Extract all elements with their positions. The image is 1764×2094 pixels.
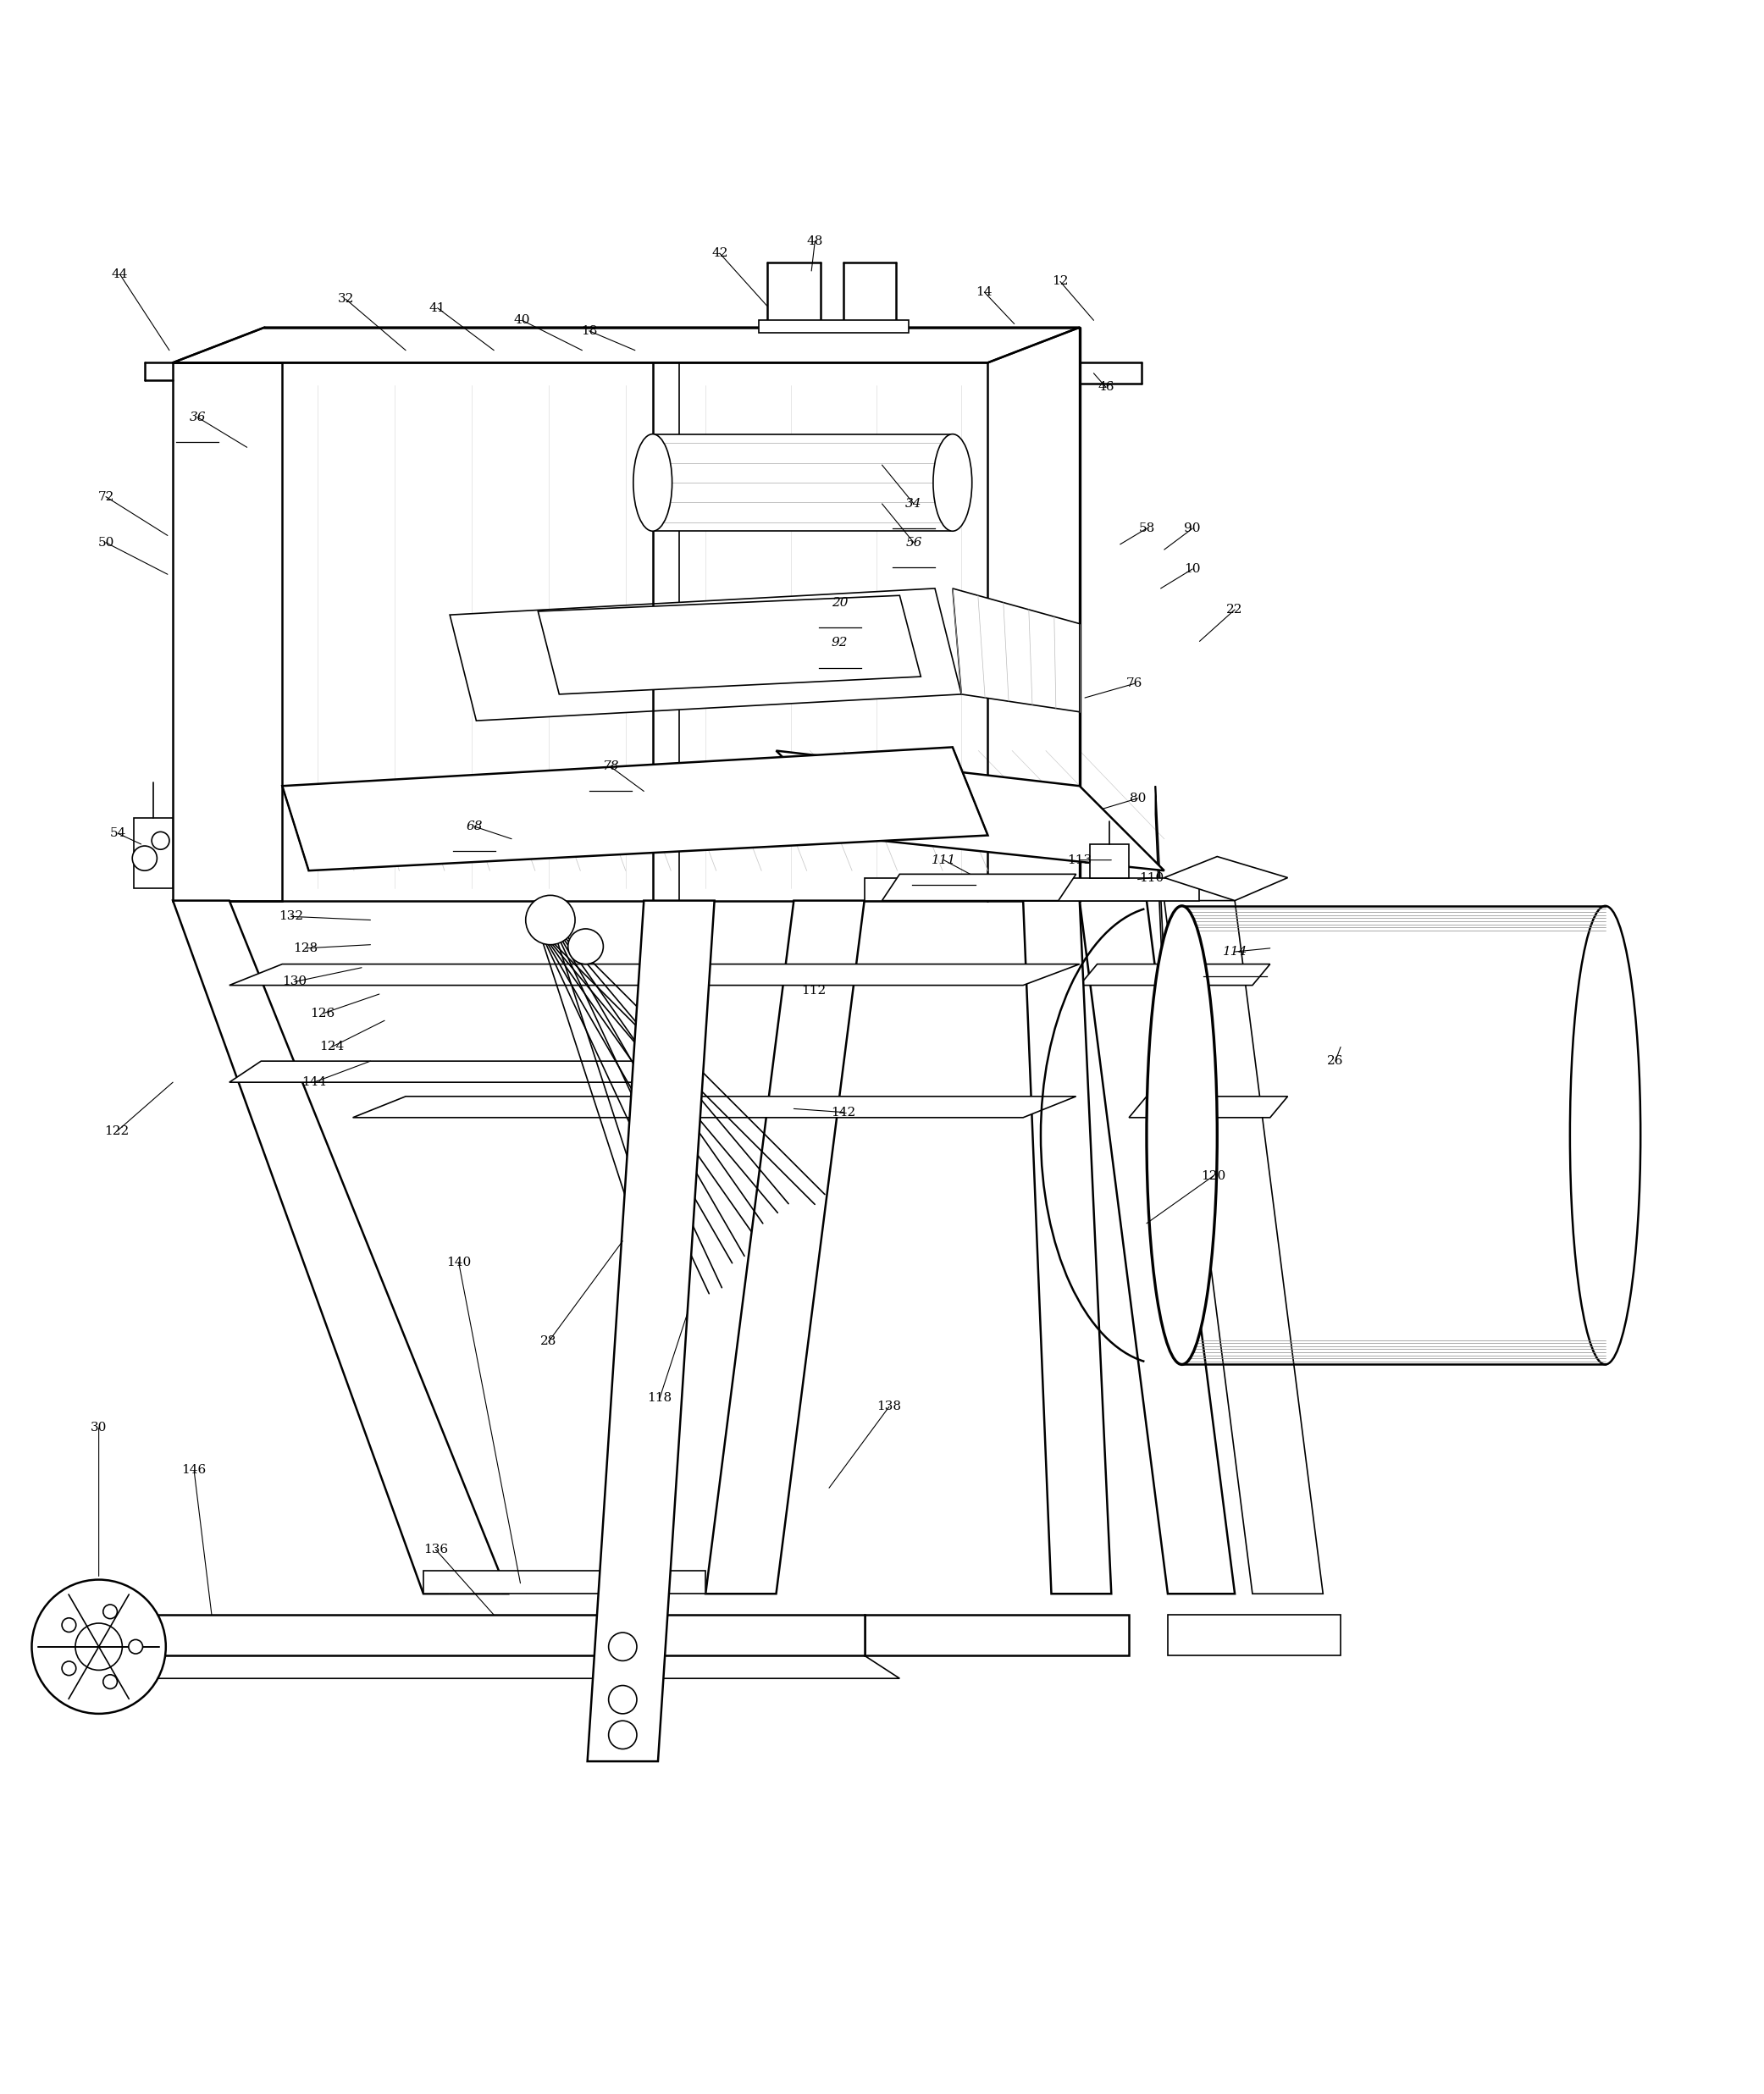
Text: 140: 140 bbox=[446, 1256, 471, 1269]
Ellipse shape bbox=[933, 433, 972, 532]
Circle shape bbox=[152, 831, 169, 850]
Polygon shape bbox=[1080, 900, 1235, 1594]
Text: 58: 58 bbox=[1138, 524, 1155, 534]
Text: 128: 128 bbox=[293, 942, 318, 955]
Text: 132: 132 bbox=[279, 911, 303, 923]
Circle shape bbox=[32, 1579, 166, 1713]
Text: 32: 32 bbox=[337, 293, 355, 306]
Polygon shape bbox=[450, 588, 961, 720]
Circle shape bbox=[76, 1623, 122, 1671]
Text: 110: 110 bbox=[1140, 871, 1164, 884]
Circle shape bbox=[609, 1633, 637, 1661]
Polygon shape bbox=[229, 1062, 679, 1083]
Polygon shape bbox=[953, 588, 1080, 712]
Text: 22: 22 bbox=[1226, 603, 1244, 616]
Polygon shape bbox=[173, 900, 508, 1594]
Polygon shape bbox=[882, 873, 1076, 900]
Polygon shape bbox=[229, 963, 1080, 986]
Polygon shape bbox=[706, 900, 864, 1594]
Polygon shape bbox=[173, 327, 1080, 362]
Circle shape bbox=[62, 1619, 76, 1631]
Text: 12: 12 bbox=[1051, 276, 1069, 287]
Text: 113: 113 bbox=[1067, 854, 1092, 867]
Polygon shape bbox=[423, 1570, 706, 1594]
Text: 124: 124 bbox=[319, 1041, 344, 1053]
Circle shape bbox=[102, 1604, 116, 1619]
Text: 118: 118 bbox=[647, 1393, 672, 1403]
Polygon shape bbox=[134, 819, 173, 888]
Polygon shape bbox=[1090, 844, 1129, 877]
Polygon shape bbox=[1164, 900, 1323, 1594]
Text: 80: 80 bbox=[1129, 792, 1147, 804]
Circle shape bbox=[62, 1661, 76, 1675]
Circle shape bbox=[102, 1675, 116, 1688]
Polygon shape bbox=[282, 748, 988, 871]
Text: 34: 34 bbox=[905, 498, 923, 509]
Text: 122: 122 bbox=[104, 1127, 129, 1137]
Polygon shape bbox=[1129, 1097, 1288, 1118]
Text: 126: 126 bbox=[310, 1007, 335, 1020]
Polygon shape bbox=[1023, 900, 1111, 1594]
Text: 138: 138 bbox=[877, 1401, 901, 1413]
Text: 10: 10 bbox=[1184, 563, 1201, 576]
Text: 68: 68 bbox=[466, 821, 483, 833]
Circle shape bbox=[568, 930, 603, 963]
Text: 92: 92 bbox=[831, 637, 848, 649]
Circle shape bbox=[609, 1686, 637, 1713]
Polygon shape bbox=[653, 433, 953, 532]
Text: 46: 46 bbox=[1097, 381, 1115, 394]
Text: 112: 112 bbox=[801, 984, 826, 997]
Polygon shape bbox=[864, 877, 1200, 900]
Text: 30: 30 bbox=[90, 1422, 108, 1434]
Text: 40: 40 bbox=[513, 314, 531, 327]
Polygon shape bbox=[353, 1097, 1076, 1118]
Text: 130: 130 bbox=[282, 976, 307, 988]
Polygon shape bbox=[587, 900, 714, 1761]
Circle shape bbox=[132, 846, 157, 871]
Text: 20: 20 bbox=[831, 597, 848, 609]
Text: 114: 114 bbox=[1222, 946, 1247, 957]
Text: 78: 78 bbox=[602, 760, 619, 773]
Text: 48: 48 bbox=[806, 235, 824, 247]
Text: 36: 36 bbox=[189, 410, 206, 423]
Polygon shape bbox=[1155, 785, 1164, 1011]
Text: 26: 26 bbox=[1327, 1055, 1344, 1068]
Ellipse shape bbox=[633, 433, 672, 532]
Text: 18: 18 bbox=[580, 325, 598, 337]
Text: 41: 41 bbox=[429, 302, 446, 314]
Text: 136: 136 bbox=[423, 1543, 448, 1556]
Circle shape bbox=[526, 896, 575, 944]
Text: 144: 144 bbox=[302, 1076, 326, 1089]
Polygon shape bbox=[776, 750, 1164, 871]
Polygon shape bbox=[538, 595, 921, 695]
Polygon shape bbox=[864, 1614, 1129, 1656]
Text: 111: 111 bbox=[931, 854, 956, 867]
Text: 72: 72 bbox=[97, 490, 115, 503]
Text: 54: 54 bbox=[109, 827, 127, 840]
Text: 50: 50 bbox=[97, 536, 115, 549]
Ellipse shape bbox=[1147, 907, 1217, 1365]
Text: 28: 28 bbox=[540, 1336, 557, 1346]
Ellipse shape bbox=[1570, 907, 1641, 1365]
Polygon shape bbox=[92, 1656, 900, 1679]
Polygon shape bbox=[92, 1614, 864, 1656]
Text: 14: 14 bbox=[975, 287, 993, 297]
Polygon shape bbox=[1164, 856, 1288, 900]
Text: 90: 90 bbox=[1184, 524, 1201, 534]
Polygon shape bbox=[173, 362, 282, 900]
Text: 120: 120 bbox=[1201, 1171, 1226, 1181]
Text: 76: 76 bbox=[1125, 678, 1143, 689]
Circle shape bbox=[609, 1721, 637, 1748]
Text: 44: 44 bbox=[111, 268, 129, 281]
Text: 142: 142 bbox=[831, 1106, 856, 1118]
Polygon shape bbox=[1168, 1614, 1341, 1656]
Circle shape bbox=[129, 1640, 143, 1654]
Polygon shape bbox=[1080, 963, 1270, 986]
Text: 146: 146 bbox=[182, 1464, 206, 1476]
Text: 56: 56 bbox=[905, 536, 923, 549]
Text: 42: 42 bbox=[711, 247, 729, 260]
Polygon shape bbox=[759, 320, 908, 333]
